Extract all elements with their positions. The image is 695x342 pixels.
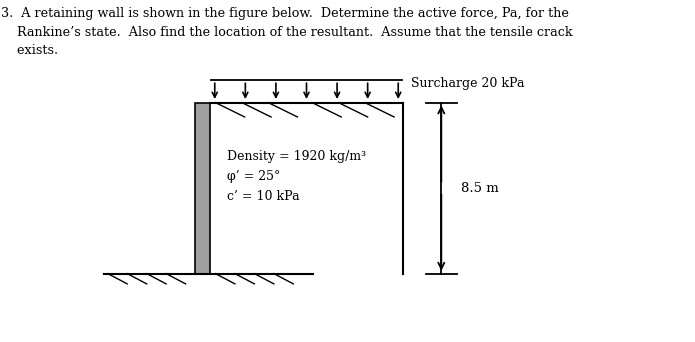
Text: φ’ = 25°: φ’ = 25° bbox=[227, 170, 281, 183]
Text: 8.5 m: 8.5 m bbox=[461, 182, 498, 195]
Text: exists.: exists. bbox=[1, 44, 58, 57]
Text: Density = 1920 kg/m³: Density = 1920 kg/m³ bbox=[227, 150, 366, 163]
Text: 3.  A retaining wall is shown in the figure below.  Determine the active force, : 3. A retaining wall is shown in the figu… bbox=[1, 7, 569, 20]
Text: Surcharge 20 kPa: Surcharge 20 kPa bbox=[411, 77, 525, 90]
Text: Rankine’s state.  Also find the location of the resultant.  Assume that the tens: Rankine’s state. Also find the location … bbox=[1, 26, 572, 39]
Text: c’ = 10 kPa: c’ = 10 kPa bbox=[227, 190, 300, 203]
Bar bbox=[195, 103, 210, 274]
